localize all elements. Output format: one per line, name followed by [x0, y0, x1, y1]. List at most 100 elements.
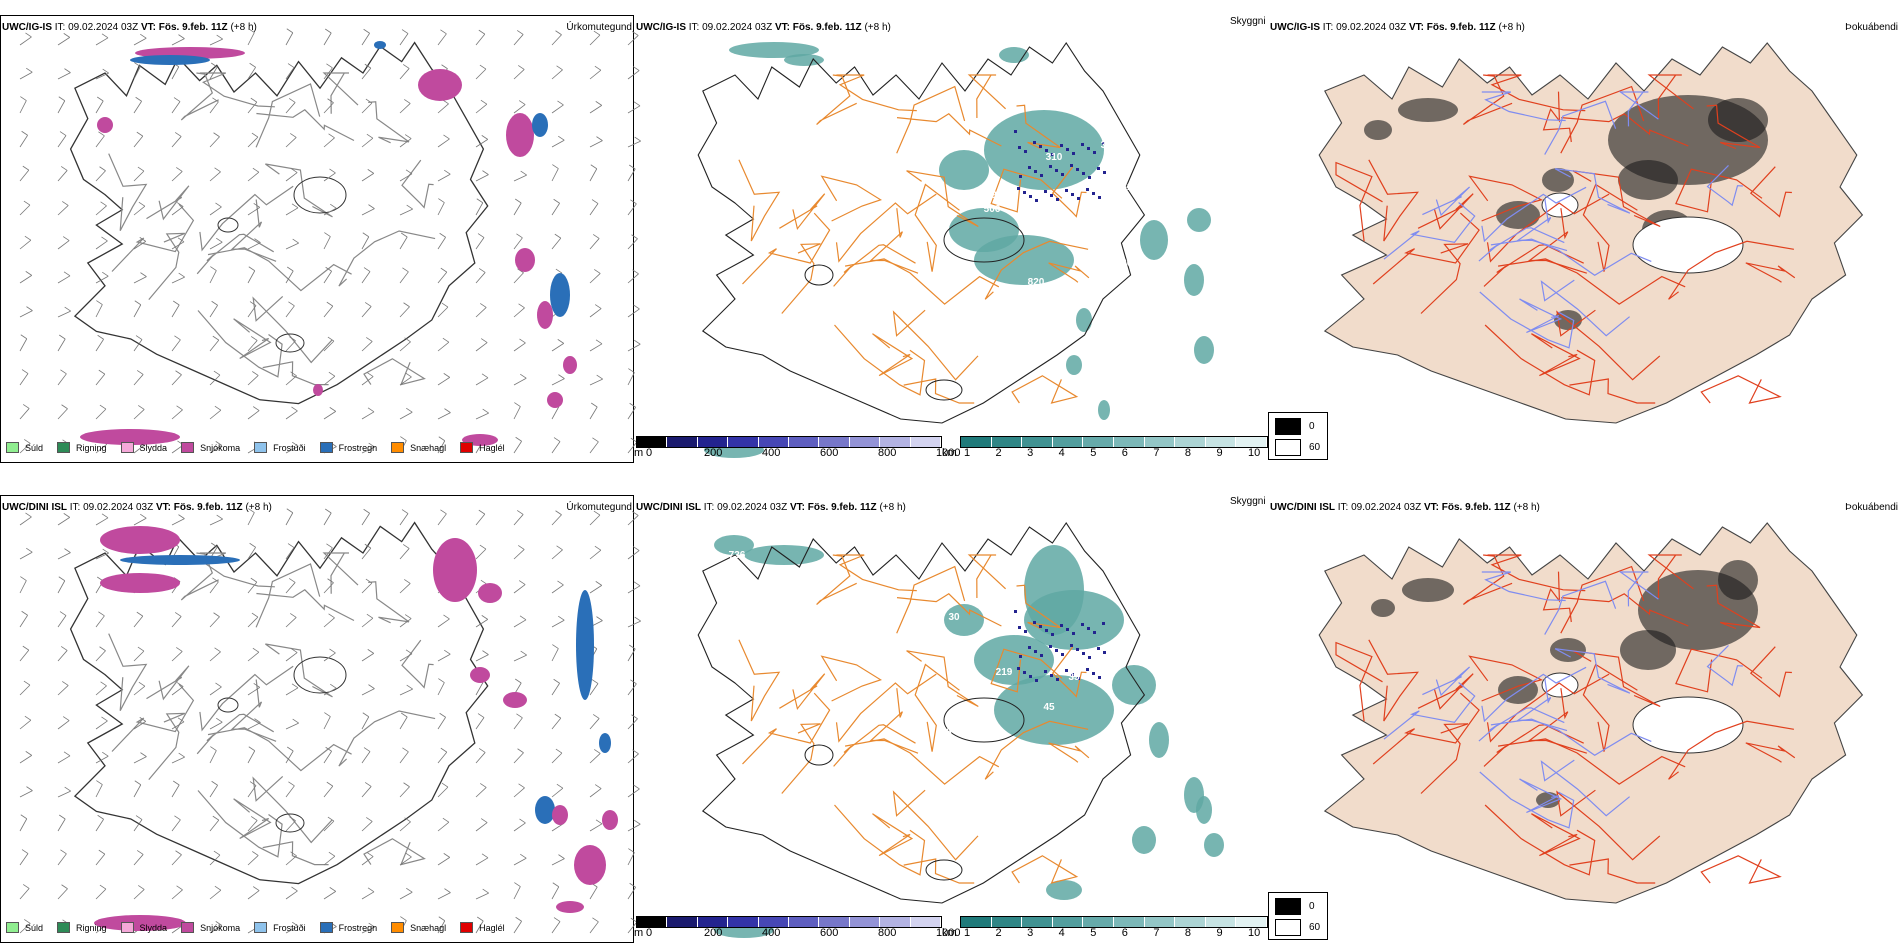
- visibility-area: [984, 110, 1104, 190]
- wind-barb: [19, 67, 33, 80]
- wind-barb: [627, 339, 641, 352]
- vt-value: Fös. 9.feb. 11Z: [792, 22, 862, 33]
- wind-barb: [323, 683, 337, 696]
- wind-barb: [57, 306, 71, 318]
- colorbar-tick-label: 10: [1248, 927, 1261, 939]
- visibility-area: [1076, 308, 1092, 332]
- road-line: [1749, 646, 1792, 698]
- wind-barb: [171, 405, 183, 420]
- wind-barb: [589, 679, 599, 696]
- legend-label: Snjókoma: [200, 922, 241, 933]
- colorbar-segment: [1205, 917, 1237, 927]
- wind-barb: [209, 885, 222, 900]
- precip-area: [515, 248, 535, 272]
- wind-barb: [171, 335, 181, 352]
- wind-barb: [19, 130, 28, 148]
- wind-barb: [589, 581, 602, 594]
- wind-barb: [475, 818, 488, 832]
- road-line: [252, 775, 333, 844]
- wind-barb: [551, 854, 565, 866]
- colorbar-segment: [637, 917, 668, 927]
- wind-barb: [513, 402, 521, 420]
- vt-label: VT:: [789, 502, 805, 513]
- river-line: [1422, 666, 1471, 697]
- fog-legend-value: 60: [1309, 922, 1321, 933]
- wind-barb: [323, 851, 336, 866]
- ceiling-pixel: [1023, 191, 1026, 194]
- glacier-outline: [1632, 696, 1744, 754]
- wind-barb: [437, 29, 447, 46]
- colorbar-tick-label: 800: [878, 927, 897, 939]
- wind-barb: [361, 204, 375, 216]
- visibility-area: [1112, 665, 1156, 705]
- road-line: [148, 232, 186, 300]
- legend-item: Snjókoma: [181, 922, 240, 933]
- wind-barb: [399, 134, 412, 148]
- wind-barb: [171, 97, 181, 114]
- colorbar-unit: m: [634, 447, 644, 459]
- wind-barb: [399, 614, 412, 628]
- wind-barb: [399, 579, 411, 594]
- wind-barb: [57, 33, 70, 46]
- wind-barb: [57, 369, 67, 386]
- wind-barb: [57, 334, 66, 352]
- wind-barb: [475, 64, 487, 80]
- wind-barb: [513, 748, 524, 764]
- road-line: [230, 679, 277, 742]
- ceiling-pixel: [1071, 193, 1074, 196]
- wind-barb: [247, 746, 256, 764]
- road-line: [1706, 584, 1761, 630]
- precip-area: [418, 69, 462, 101]
- precip-legend: Súld Rigning Slydda Snjókoma Frostúði Frostre…: [6, 922, 519, 933]
- ceiling-pixel: [1029, 195, 1032, 198]
- legend-swatch: [319, 442, 333, 453]
- road-line: [1011, 855, 1079, 884]
- ceiling-pixel: [1040, 654, 1043, 657]
- road-line: [816, 74, 857, 125]
- precip-area: [120, 555, 240, 565]
- wind-barb: [627, 616, 641, 628]
- wind-barb: [209, 167, 221, 182]
- wind-barb: [133, 513, 147, 526]
- road-line: [1647, 74, 1694, 119]
- road-line: [903, 858, 975, 884]
- ceiling-pixel: [1033, 141, 1036, 144]
- fog-shade: [1498, 676, 1538, 704]
- wind-barb: [57, 236, 70, 250]
- wind-barb: [171, 682, 184, 696]
- precip-area: [313, 384, 323, 396]
- ceiling-pixel: [1018, 146, 1021, 149]
- legend-swatch: [391, 442, 405, 453]
- wind-barb: [361, 817, 373, 832]
- colorbar-segment: [961, 917, 992, 927]
- ceiling-pixel: [1102, 142, 1105, 145]
- colorbar-segment: [1022, 437, 1053, 447]
- wind-barb: [399, 887, 413, 900]
- fog-legend-row: 60: [1275, 439, 1320, 456]
- wind-barb: [627, 546, 640, 560]
- ceiling-pixel: [1039, 145, 1042, 148]
- ceiling-pixel: [1018, 626, 1021, 629]
- fog-shade: [1496, 201, 1540, 229]
- wind-barb: [247, 371, 259, 386]
- product-name: Úrkomutegund: [566, 22, 632, 33]
- wind-barb: [209, 647, 221, 662]
- river-line: [1544, 580, 1617, 635]
- colorbar-unit: km: [942, 447, 957, 459]
- ceiling-colorbar: [636, 916, 942, 928]
- legend-item: Frostregn: [319, 922, 377, 933]
- visibility-area: [974, 235, 1074, 285]
- wind-barb: [209, 237, 223, 250]
- wind-barb: [437, 888, 451, 900]
- wind-barb: [247, 238, 261, 250]
- iceland-land: [1318, 42, 1864, 424]
- wind-barb: [627, 368, 635, 386]
- model-name: UWC/IG-IS: [636, 22, 686, 33]
- wind-barb: [133, 237, 146, 250]
- colorbar-segment: [880, 917, 911, 927]
- wind-barb: [323, 613, 335, 628]
- colorbar-tick-label: 3: [1027, 927, 1034, 939]
- visibility-area: [974, 635, 1054, 685]
- road-line: [872, 333, 914, 377]
- wind-barb: [551, 545, 563, 560]
